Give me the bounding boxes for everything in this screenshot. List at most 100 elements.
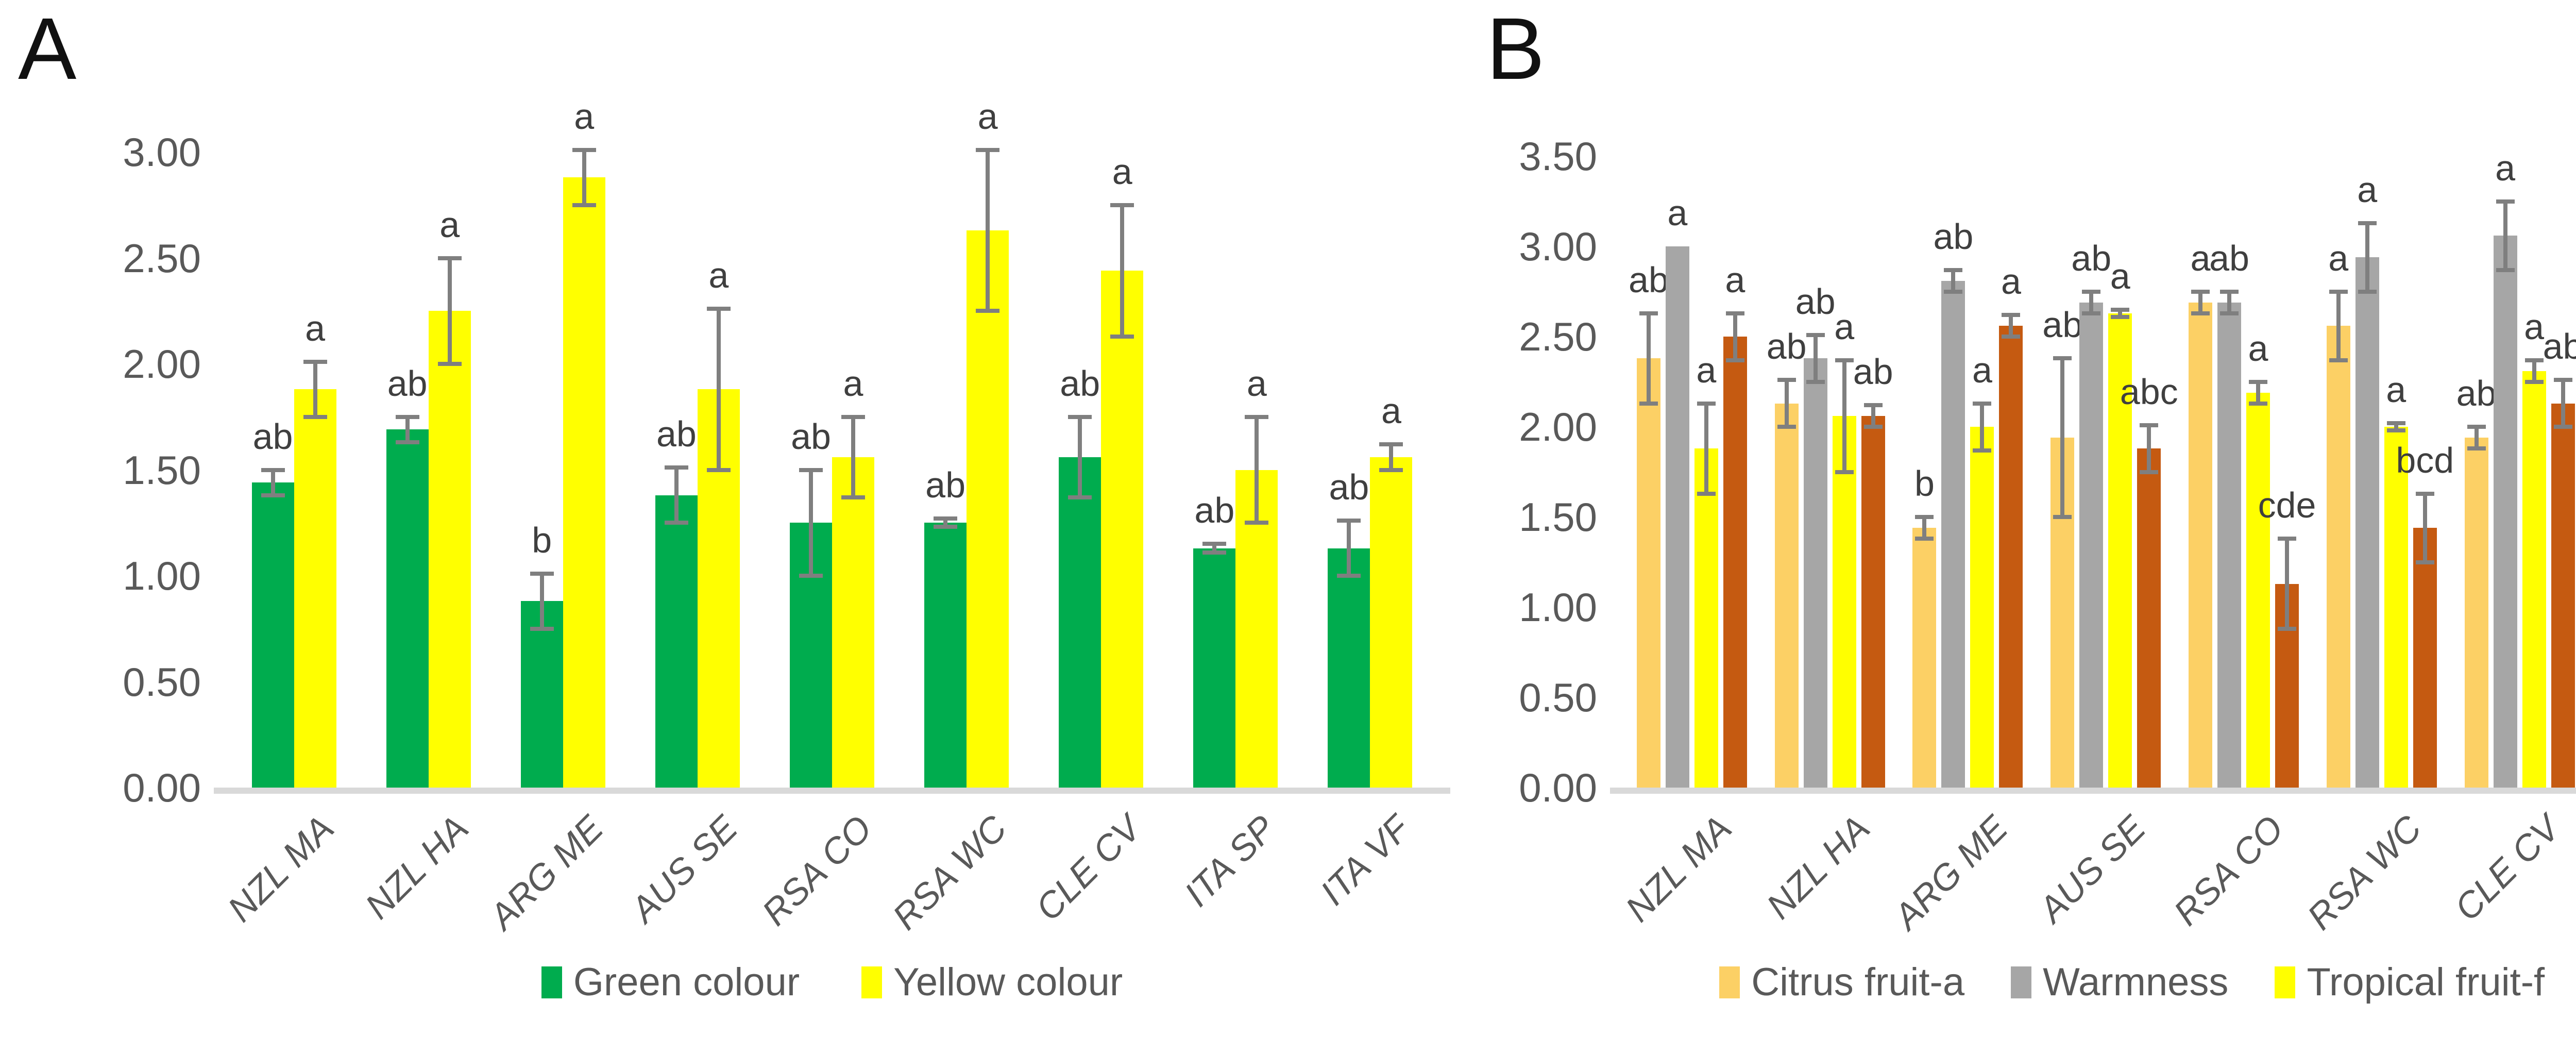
legend-label: Green colour [573, 960, 800, 1004]
bar [520, 601, 563, 788]
legend-swatch [1719, 966, 1740, 998]
error-bar-cap [1863, 425, 1883, 429]
error-bar-cap [530, 626, 554, 631]
error-bar-cap [841, 495, 865, 499]
error-bar-cap [664, 465, 688, 470]
error-bar-cap [2496, 199, 2515, 204]
significance-letter: ab [1853, 352, 1893, 392]
x-category-label: RSA CO [754, 808, 880, 933]
error-bar-cap [2002, 313, 2021, 317]
y-tick-label: 1.00 [123, 553, 201, 598]
bar [924, 523, 967, 788]
error-bar-cap [2053, 356, 2072, 360]
error-bar-cap [303, 414, 327, 419]
significance-letter: a [2524, 306, 2545, 347]
legend-swatch [2275, 966, 2296, 998]
y-tick-label: 1.00 [1519, 585, 1597, 630]
legend-swatch [861, 966, 883, 998]
error-bar [716, 309, 721, 470]
error-bar-cap [2220, 311, 2239, 315]
significance-letter: ab [2543, 326, 2576, 366]
error-bar [2147, 425, 2151, 472]
bar [1832, 416, 1856, 788]
bar [1774, 403, 1799, 788]
error-bar [2394, 423, 2398, 430]
error-bar-cap [2249, 401, 2267, 406]
y-tick-label: 1.50 [123, 447, 201, 493]
bar [294, 389, 336, 788]
error-bar [2256, 381, 2260, 404]
bar [1861, 416, 1885, 788]
error-bar-cap [1835, 470, 1854, 474]
significance-letter: a [2110, 256, 2130, 296]
error-bar [1784, 380, 1789, 427]
bar [2079, 302, 2104, 788]
significance-letter: ab [656, 414, 697, 455]
error-bar-cap [2249, 379, 2267, 384]
y-tick-label: 2.50 [1519, 314, 1597, 359]
error-bar-cap [706, 307, 731, 311]
panel-a-label: A [18, 0, 77, 98]
error-bar-cap [2111, 307, 2130, 312]
error-bar-cap [2524, 379, 2544, 384]
significance-letter: ab [1194, 490, 1235, 531]
error-bar-cap [2553, 378, 2572, 382]
x-category-label: NZL HA [357, 808, 476, 927]
significance-letter: a [574, 96, 595, 137]
error-bar-cap [1777, 378, 1796, 382]
bar [2189, 302, 2212, 788]
error-bar-cap [2524, 358, 2544, 362]
error-bar-cap [2329, 358, 2348, 362]
x-category-label: AUS SE [623, 808, 745, 930]
bar [655, 495, 698, 788]
bar [1370, 457, 1413, 788]
error-bar-cap [1202, 542, 1227, 546]
significance-letter: ab [1795, 281, 1836, 322]
y-tick-label: 1.50 [1519, 494, 1597, 540]
x-category-label: RSA WC [885, 808, 1014, 938]
error-bar [2336, 291, 2341, 360]
significance-letter: a [977, 96, 998, 137]
error-bar [2365, 223, 2369, 292]
bar [1723, 337, 1747, 788]
error-bar [1704, 403, 1708, 494]
significance-letter: abc [2120, 371, 2178, 412]
y-tick-label: 0.00 [123, 765, 201, 810]
error-bar [2532, 360, 2536, 382]
significance-letter: a [1112, 151, 1132, 192]
legend-label: Tropical fruit-f [2307, 960, 2545, 1004]
bar [1636, 358, 1660, 788]
bar [386, 429, 429, 788]
error-bar-cap [261, 467, 285, 472]
error-bar [2227, 291, 2231, 313]
y-tick-label: 0.50 [123, 659, 201, 705]
error-bar-cap [2191, 289, 2210, 294]
error-bar-cap [1337, 519, 1361, 523]
error-bar-cap [1915, 537, 1934, 541]
error-bar-cap [2220, 289, 2239, 294]
error-bar [2285, 539, 2289, 629]
error-bar [2009, 315, 2013, 337]
significance-letter: ab [1329, 467, 1369, 508]
significance-letter: cde [2258, 485, 2316, 525]
error-bar-cap [1697, 401, 1716, 406]
significance-letter: a [2328, 238, 2349, 278]
error-bar-cap [1944, 289, 1963, 294]
legend-item: Citrus fruit-a [1719, 960, 1964, 1005]
bar [1803, 358, 1827, 788]
bar [2326, 326, 2350, 788]
significance-letter: a [2001, 261, 2021, 302]
error-bar [1212, 544, 1217, 553]
x-category-label: ARG ME [481, 808, 611, 937]
x-axis-line [214, 788, 1450, 794]
significance-letter: ab [252, 416, 293, 457]
bar [832, 457, 874, 788]
significance-letter: a [2386, 370, 2406, 410]
legend-label: Yellow colour [893, 960, 1123, 1004]
error-bar [809, 470, 813, 576]
error-bar [2060, 358, 2065, 517]
error-bar-cap [2111, 314, 2130, 319]
error-bar-cap [2082, 311, 2101, 315]
y-tick-label: 2.00 [123, 341, 201, 387]
